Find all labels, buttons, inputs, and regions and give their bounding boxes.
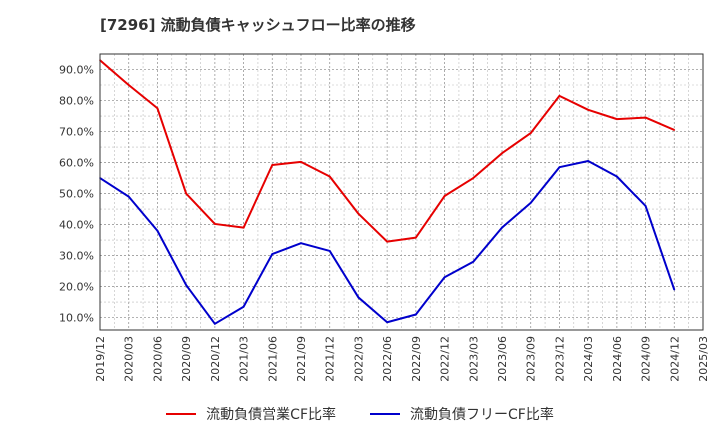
x-tick-label: 2019/12 bbox=[94, 336, 107, 382]
data-point bbox=[328, 250, 331, 252]
data-point bbox=[673, 288, 676, 291]
data-point bbox=[185, 284, 187, 286]
x-tick-label: 2024/09 bbox=[640, 336, 653, 382]
y-tick-label: 30.0% bbox=[59, 250, 94, 263]
data-point bbox=[185, 192, 187, 195]
data-point bbox=[443, 195, 446, 197]
data-point bbox=[156, 229, 159, 232]
data-point bbox=[558, 166, 561, 168]
data-point bbox=[386, 240, 388, 243]
data-point bbox=[300, 161, 302, 163]
data-point bbox=[529, 132, 532, 134]
x-tick-label: 2020/06 bbox=[151, 336, 164, 382]
data-point bbox=[529, 202, 532, 204]
data-point bbox=[616, 175, 618, 178]
legend-item-free-cf: 流動負債フリーCF比率 bbox=[370, 404, 554, 424]
x-tick-label: 2022/06 bbox=[381, 336, 394, 382]
x-tick-label: 2023/12 bbox=[553, 336, 566, 382]
y-tick-label: 10.0% bbox=[59, 312, 94, 325]
legend-label-free-cf: 流動負債フリーCF比率 bbox=[410, 407, 554, 423]
x-tick-label: 2024/12 bbox=[668, 336, 681, 382]
x-tick-label: 2025/03 bbox=[697, 336, 710, 382]
y-tick-label: 20.0% bbox=[59, 281, 94, 294]
data-point bbox=[242, 305, 245, 308]
legend-swatch-free-cf bbox=[370, 413, 400, 415]
y-tick-label: 60.0% bbox=[59, 157, 94, 170]
legend-item-operating-cf: 流動負債営業CF比率 bbox=[166, 404, 336, 424]
data-point bbox=[357, 296, 360, 299]
y-tick-label: 40.0% bbox=[59, 219, 94, 232]
x-tick-label: 2022/03 bbox=[352, 336, 365, 382]
data-point bbox=[357, 212, 360, 215]
legend-swatch-operating-cf bbox=[166, 413, 197, 415]
data-point bbox=[673, 129, 676, 131]
x-tick-label: 2021/12 bbox=[324, 336, 337, 382]
data-point bbox=[415, 313, 417, 316]
data-point bbox=[214, 223, 216, 225]
data-point bbox=[214, 322, 216, 325]
y-tick-label: 50.0% bbox=[59, 188, 94, 201]
data-point bbox=[271, 253, 274, 255]
y-tick-label: 80.0% bbox=[59, 95, 94, 108]
x-tick-label: 2021/09 bbox=[295, 336, 308, 382]
data-point bbox=[644, 116, 647, 119]
y-tick-label: 90.0% bbox=[59, 64, 94, 77]
data-point bbox=[415, 236, 417, 239]
x-tick-label: 2022/09 bbox=[410, 336, 423, 382]
x-tick-label: 2023/09 bbox=[525, 336, 538, 382]
x-tick-label: 2022/12 bbox=[439, 336, 452, 382]
plot-frame bbox=[99, 53, 704, 331]
x-tick-label: 2024/06 bbox=[611, 336, 624, 382]
data-point bbox=[558, 95, 561, 97]
chart-title: [7296] 流動負債キャッシュフロー比率の推移 bbox=[100, 16, 416, 34]
data-point bbox=[127, 195, 130, 198]
x-tick-label: 2020/03 bbox=[123, 336, 136, 382]
x-tick-label: 2024/03 bbox=[582, 336, 595, 382]
data-point bbox=[644, 205, 647, 207]
data-point bbox=[616, 118, 618, 120]
x-tick-label: 2020/09 bbox=[180, 336, 193, 382]
data-point bbox=[587, 109, 589, 111]
series-lines bbox=[99, 59, 676, 325]
data-point bbox=[242, 226, 245, 229]
data-point bbox=[472, 177, 475, 179]
data-point bbox=[300, 242, 302, 244]
grid bbox=[99, 54, 704, 330]
data-point bbox=[156, 107, 159, 110]
x-tick-label: 2023/06 bbox=[496, 336, 509, 382]
data-point bbox=[271, 164, 274, 166]
data-point bbox=[472, 260, 475, 263]
data-point bbox=[386, 321, 388, 324]
legend: 流動負債営業CF比率 流動負債フリーCF比率 bbox=[0, 404, 720, 424]
y-tick-label: 70.0% bbox=[59, 126, 94, 139]
x-tick-label: 2021/03 bbox=[238, 336, 251, 382]
data-point bbox=[501, 226, 503, 229]
data-point bbox=[443, 276, 446, 279]
x-tick-label: 2020/12 bbox=[209, 336, 222, 382]
x-tick-label: 2021/06 bbox=[266, 336, 279, 382]
y-axis-ticks: 10.0% 20.0% 30.0% 40.0% 50.0% 60.0% 70.0% 80.0%… bbox=[59, 64, 94, 325]
x-axis-ticks: 2019/12 2020/03 2020/06 2020/09 2020/12 2021/… bbox=[94, 336, 710, 382]
data-point bbox=[587, 160, 589, 162]
data-point bbox=[501, 152, 503, 155]
x-tick-label: 2023/03 bbox=[467, 336, 480, 382]
data-point bbox=[328, 175, 331, 178]
data-point bbox=[127, 84, 130, 86]
legend-label-operating-cf: 流動負債営業CF比率 bbox=[206, 407, 336, 423]
